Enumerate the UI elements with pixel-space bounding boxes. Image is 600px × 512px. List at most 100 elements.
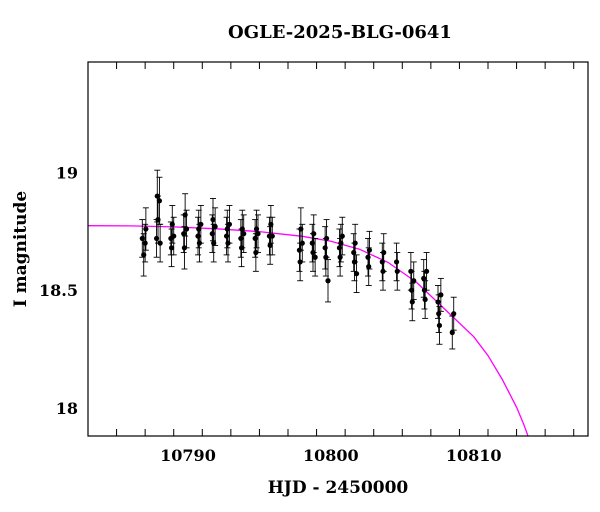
x-tick-label: 10800 xyxy=(303,446,359,465)
x-tick-label: 10810 xyxy=(446,446,502,465)
data-marker xyxy=(353,271,360,277)
data-point xyxy=(299,223,306,263)
data-point xyxy=(449,315,456,350)
observations-layer xyxy=(139,169,457,350)
data-point xyxy=(365,237,371,277)
data-point xyxy=(197,205,204,244)
data-marker xyxy=(224,226,230,232)
chart-title: OGLE-2025-BLG-0641 xyxy=(228,22,452,43)
axis-tick-labels: 10790 10800 10810 18 18.5 19 xyxy=(39,164,502,465)
data-marker xyxy=(311,231,317,237)
data-marker xyxy=(226,221,233,227)
y-tick-label: 19 xyxy=(56,164,78,183)
y-tick-label: 18.5 xyxy=(39,281,78,300)
data-point xyxy=(393,242,400,282)
data-marker xyxy=(366,247,373,253)
data-marker xyxy=(183,226,190,232)
model-curve-layer xyxy=(87,225,529,437)
data-point xyxy=(366,230,373,270)
x-axis-label: HJD - 2450000 xyxy=(268,478,409,498)
data-marker xyxy=(212,224,218,230)
data-marker xyxy=(436,322,443,329)
data-marker xyxy=(171,233,177,239)
data-marker xyxy=(409,299,415,305)
data-marker xyxy=(422,296,428,303)
data-point xyxy=(379,242,386,282)
data-marker xyxy=(241,231,247,237)
model-curve xyxy=(87,225,529,437)
data-marker xyxy=(394,268,400,274)
axis-ticks xyxy=(87,62,575,436)
data-marker xyxy=(352,240,358,246)
data-marker xyxy=(436,311,442,317)
data-marker xyxy=(423,268,430,274)
data-point xyxy=(239,209,246,249)
data-point xyxy=(380,233,387,272)
y-axis-label: I magnitude xyxy=(11,191,31,308)
data-marker xyxy=(408,287,415,293)
data-marker xyxy=(143,226,149,232)
data-marker xyxy=(451,311,457,317)
y-tick-label: 18 xyxy=(56,399,78,418)
data-marker xyxy=(411,278,417,284)
data-point xyxy=(339,216,346,256)
data-point xyxy=(353,254,360,293)
data-point xyxy=(394,252,401,291)
data-point xyxy=(170,216,177,256)
data-marker xyxy=(267,242,273,249)
data-marker xyxy=(366,264,372,270)
data-marker xyxy=(142,240,148,246)
data-point xyxy=(226,205,233,244)
data-point xyxy=(255,214,261,253)
data-point xyxy=(183,209,190,249)
data-point xyxy=(253,209,260,249)
data-point xyxy=(436,306,443,345)
data-marker xyxy=(156,198,163,204)
plot-frame xyxy=(87,61,589,437)
data-marker xyxy=(157,240,163,246)
data-point xyxy=(450,296,457,331)
x-tick-label: 10790 xyxy=(160,446,216,465)
data-marker xyxy=(438,292,444,298)
data-point xyxy=(437,277,444,312)
data-point xyxy=(310,214,317,253)
data-point xyxy=(269,216,276,256)
data-point xyxy=(210,223,217,263)
data-marker xyxy=(421,275,427,282)
data-marker xyxy=(381,249,387,256)
data-point xyxy=(410,261,417,301)
data-marker xyxy=(339,233,345,239)
data-marker xyxy=(198,221,204,227)
data-marker xyxy=(255,231,261,237)
data-point xyxy=(365,247,372,286)
data-point xyxy=(352,223,359,263)
data-marker xyxy=(449,329,455,336)
data-point xyxy=(323,219,330,258)
data-point xyxy=(153,219,160,258)
data-marker xyxy=(323,235,330,242)
data-marker xyxy=(393,259,400,265)
data-point xyxy=(237,219,244,258)
data-point xyxy=(423,252,430,291)
data-point xyxy=(325,259,331,303)
data-point xyxy=(322,226,329,270)
data-marker xyxy=(299,240,305,246)
data-marker xyxy=(325,278,331,284)
data-marker xyxy=(168,245,175,251)
data-point xyxy=(142,207,149,251)
data-marker xyxy=(337,254,343,260)
data-marker xyxy=(435,299,441,305)
data-point xyxy=(422,280,429,319)
data-marker xyxy=(269,233,275,239)
data-point xyxy=(212,207,219,246)
data-marker xyxy=(312,254,318,260)
data-point xyxy=(157,223,164,263)
data-point xyxy=(350,233,357,272)
data-point xyxy=(267,226,274,265)
data-point xyxy=(210,197,216,242)
data-marker xyxy=(210,216,216,223)
data-point xyxy=(312,237,319,277)
data-point xyxy=(240,214,247,253)
data-point xyxy=(139,219,146,258)
